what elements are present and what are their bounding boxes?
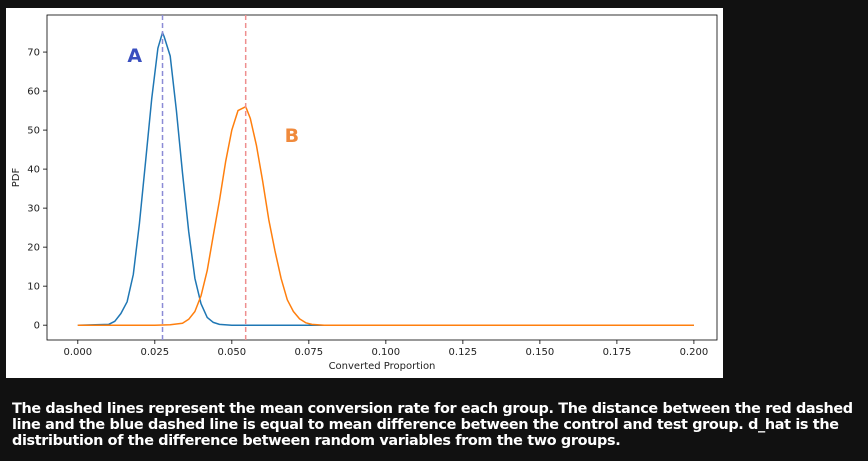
y-tick-label: 60	[27, 87, 40, 98]
y-tick-label: 30	[27, 204, 40, 215]
x-tick-label: 0.000	[63, 347, 92, 358]
series-line-b	[77, 105, 694, 326]
y-tick-label: 0	[34, 321, 40, 332]
x-tick-label: 0.100	[372, 347, 401, 358]
x-tick-label: 0.125	[449, 347, 478, 358]
chart-caption: The dashed lines represent the mean conv…	[12, 401, 853, 449]
y-tick-label: 10	[27, 282, 40, 293]
y-axis-label: PDF	[11, 168, 22, 188]
x-tick-label: 0.025	[140, 347, 169, 358]
x-axis-label: Converted Proportion	[329, 361, 436, 372]
chart-figure: 0.000 0.025 0.050 0.075 0.100 0.125 0.150 0.175…	[6, 8, 723, 378]
y-tick-label: 40	[27, 165, 40, 176]
y-tick-label: 50	[27, 126, 40, 137]
pdf-line-chart: 0.000 0.025 0.050 0.075 0.100 0.125 0.150 0.175…	[11, 14, 718, 372]
annotation-b: B	[285, 125, 299, 147]
plot-frame	[46, 14, 718, 341]
x-tick-label: 0.075	[295, 347, 324, 358]
x-tick-label: 0.050	[218, 347, 247, 358]
x-tick-label: 0.175	[603, 347, 632, 358]
series-line-a	[77, 31, 694, 326]
x-tick-label: 0.200	[680, 347, 709, 358]
y-tick-label: 20	[27, 243, 40, 254]
annotation-a: A	[127, 45, 142, 67]
x-tick-label: 0.150	[526, 347, 555, 358]
y-tick-label: 70	[27, 48, 40, 59]
